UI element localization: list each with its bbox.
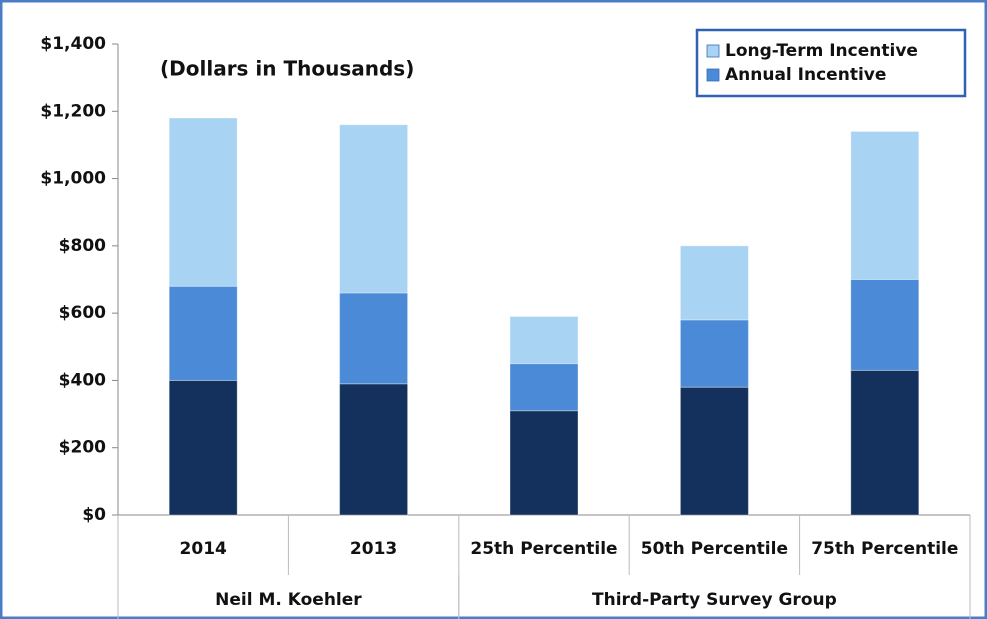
bar-segment <box>679 319 749 388</box>
y-tick-label: $1,000 <box>40 169 106 189</box>
x-tick-label: 2013 <box>350 539 397 559</box>
x-tick-label: 75th Percentile <box>811 539 958 559</box>
bar-segment <box>339 124 409 294</box>
legend-label: Long-Term Incentive <box>725 41 918 61</box>
legend-label: Annual Incentive <box>725 65 886 85</box>
x-tick-label: 2014 <box>180 539 227 559</box>
bar-segment <box>509 410 579 516</box>
bar-segment <box>850 130 920 280</box>
x-tick-label: 50th Percentile <box>641 539 788 559</box>
bar-segment <box>679 245 749 321</box>
y-tick-label: $200 <box>59 438 106 458</box>
group-label: Third-Party Survey Group <box>592 590 837 610</box>
legend-box <box>695 28 967 98</box>
bar-segment <box>168 285 238 381</box>
bar-segment <box>509 363 579 412</box>
group-label: Neil M. Koehler <box>215 590 362 610</box>
y-tick-label: $1,400 <box>40 34 106 54</box>
bar-segment <box>339 292 409 385</box>
y-tick-label: $1,200 <box>40 101 106 121</box>
y-tick-label: $800 <box>59 236 106 256</box>
chart-subtitle: (Dollars in Thousands) <box>160 57 414 81</box>
bar-segment <box>679 386 749 516</box>
bar-segment <box>850 279 920 371</box>
bar-segment <box>168 379 238 516</box>
bar-segment <box>168 117 238 287</box>
bar-segment <box>339 383 409 516</box>
bar-segment <box>850 369 920 516</box>
y-tick-label: $0 <box>82 505 106 525</box>
x-tick-label: 25th Percentile <box>470 539 617 559</box>
legend-swatch <box>706 68 720 82</box>
bar-segment <box>509 316 579 365</box>
y-tick-label: $400 <box>59 370 106 390</box>
y-tick-label: $600 <box>59 303 106 323</box>
legend-swatch <box>706 44 720 58</box>
